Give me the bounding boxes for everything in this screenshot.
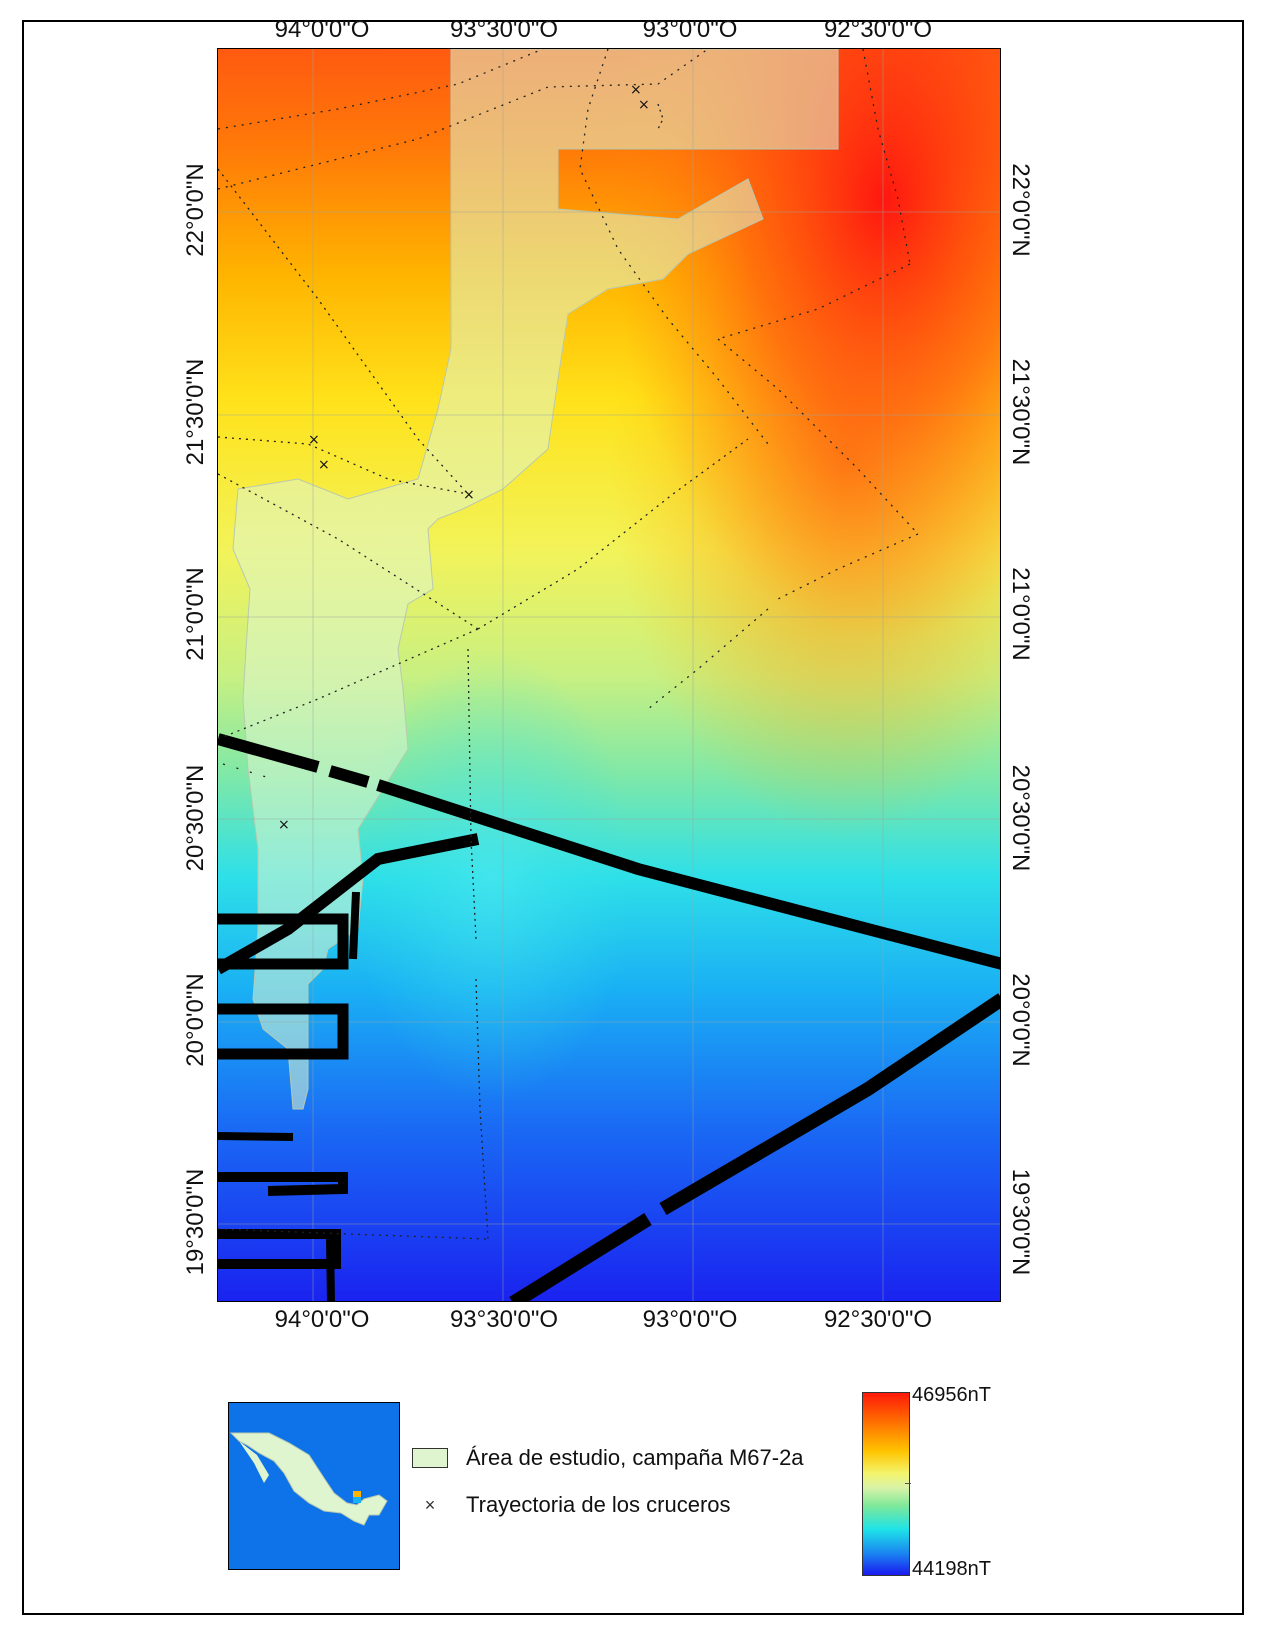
magnetic-field-map: × × × × × × (217, 48, 1001, 1302)
svg-text:×: × (318, 457, 330, 473)
lon-label-top-93-30: 93°30'0"O (449, 16, 559, 43)
lat-label-right-22: 22°0'0"N (1007, 163, 1034, 257)
lat-label-right-21-30: 21°30'0"N (1007, 358, 1034, 466)
lon-label-top-94: 94°0'0"O (274, 16, 370, 43)
lon-label-top-93: 93°0'0"O (642, 16, 738, 43)
svg-text:×: × (308, 432, 320, 448)
legend-track: × Trayectoria de los cruceros (412, 1492, 731, 1518)
study-area-polygon (232, 49, 839, 1110)
lat-label-left-19-30: 19°30'0"N (182, 1168, 209, 1276)
track-marker-samples: × × × × × × (278, 82, 650, 833)
svg-text:×: × (463, 487, 475, 503)
colorbar-mid-tick (905, 1483, 911, 1484)
legend-track-label: Trayectoria de los cruceros (466, 1492, 731, 1517)
legend-study-area: Área de estudio, campaña M67-2a (412, 1445, 804, 1471)
track-marker-icon: × (424, 1494, 436, 1515)
lon-label-bottom-93: 93°0'0"O (642, 1306, 738, 1333)
lat-label-right-20-30: 20°30'0"N (1007, 764, 1034, 872)
study-area-swatch (412, 1448, 448, 1468)
lat-label-left-20-30: 20°30'0"N (182, 764, 209, 872)
mexico-inset-map (228, 1402, 400, 1570)
lat-label-left-21-30: 21°30'0"N (182, 358, 209, 466)
lat-label-right-19-30: 19°30'0"N (1007, 1168, 1034, 1276)
lon-label-bottom-94: 94°0'0"O (274, 1306, 370, 1333)
colorbar-min-label: 44198nT (912, 1558, 991, 1580)
legend-study-area-label: Área de estudio, campaña M67-2a (466, 1445, 804, 1470)
lat-label-left-20: 20°0'0"N (182, 973, 209, 1067)
svg-text:×: × (278, 817, 290, 833)
lon-label-top-92-30: 92°30'0"O (823, 16, 933, 43)
svg-text:×: × (630, 82, 642, 98)
colorbar-max-label: 46956nT (912, 1384, 991, 1406)
mexico-inset-map-icon (229, 1432, 388, 1526)
svg-text:×: × (638, 97, 650, 113)
lat-label-right-21: 21°0'0"N (1007, 567, 1034, 661)
lat-label-left-22: 22°0'0"N (182, 163, 209, 257)
cruise-trajectories (218, 49, 919, 1240)
lat-label-right-20: 20°0'0"N (1007, 973, 1034, 1067)
dense-survey-tracks (218, 733, 1000, 1301)
lat-label-left-21: 21°0'0"N (182, 567, 209, 661)
lon-label-bottom-93-30: 93°30'0"O (449, 1306, 559, 1333)
graticule (218, 49, 1000, 1301)
map-canvas: × × × × × × (218, 49, 1000, 1301)
lon-label-bottom-92-30: 92°30'0"O (823, 1306, 933, 1333)
field-colorbar (862, 1392, 910, 1576)
